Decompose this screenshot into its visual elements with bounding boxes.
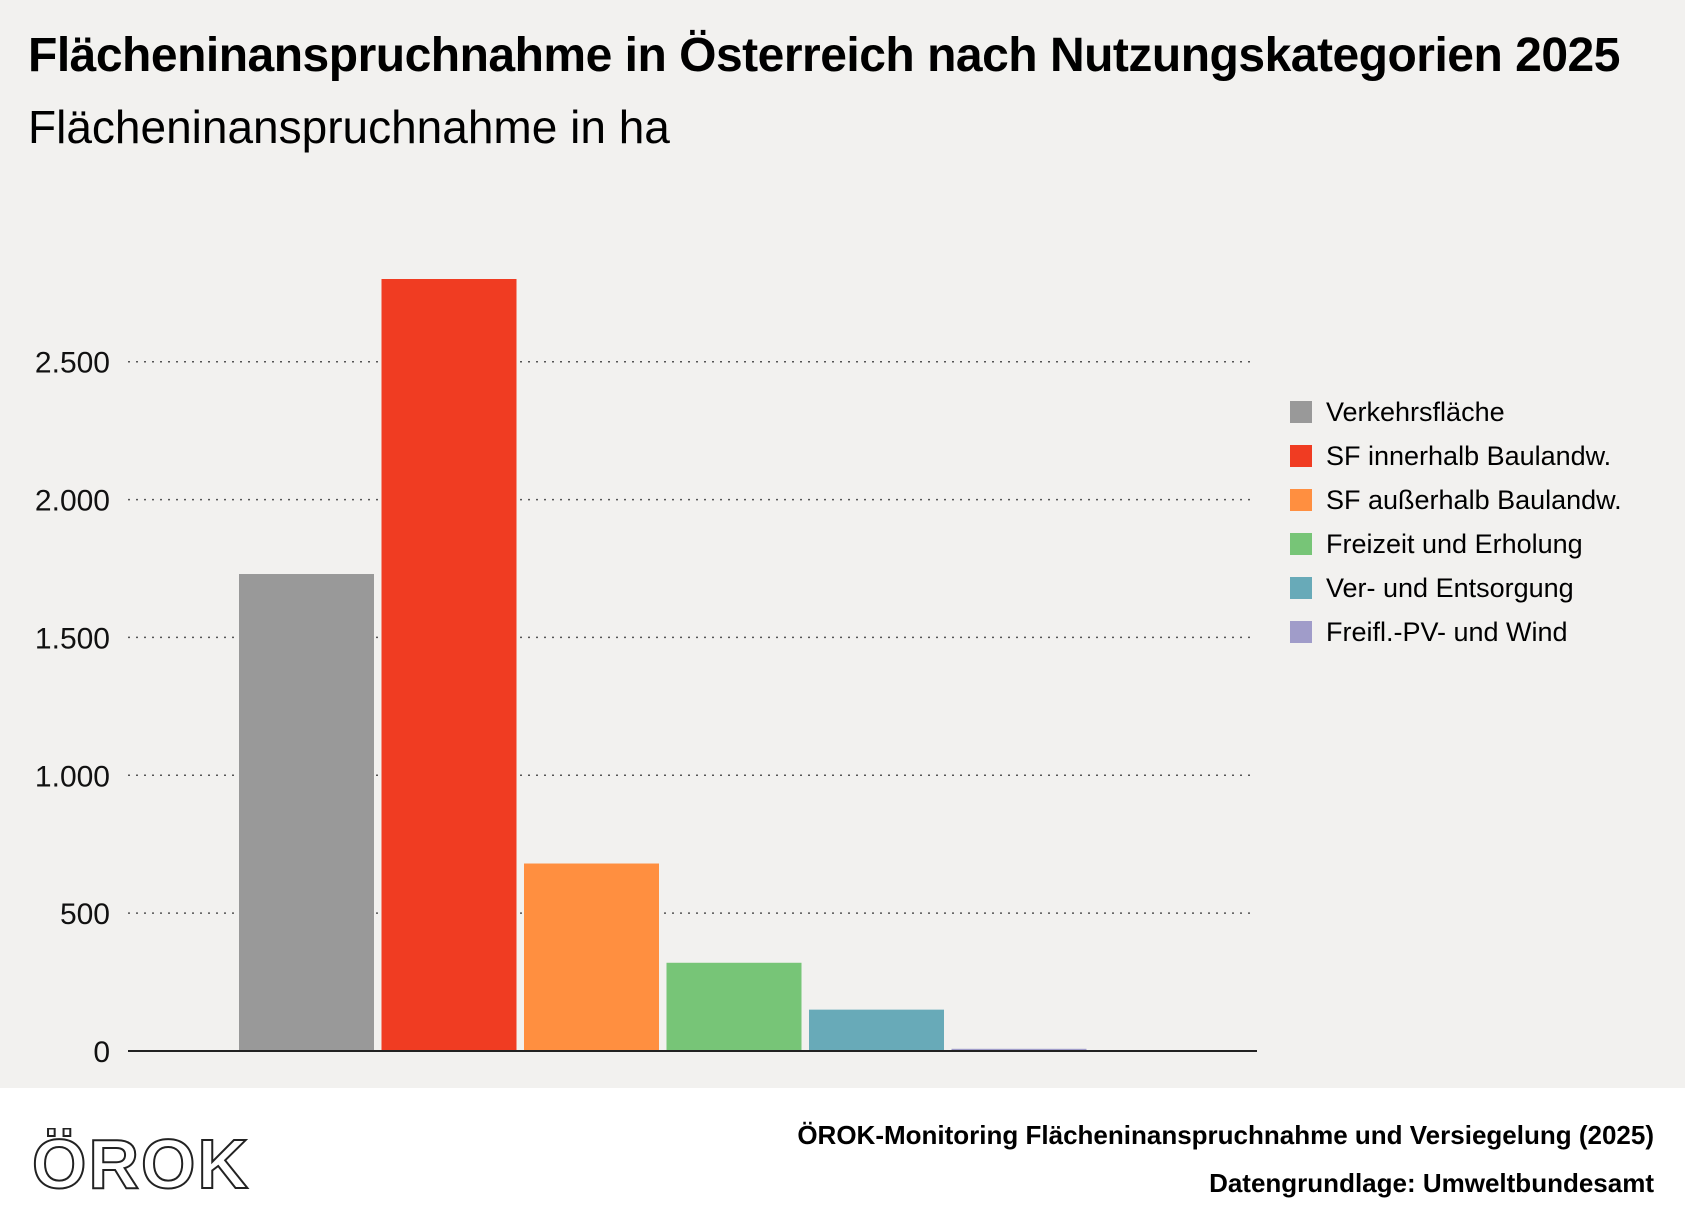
legend-swatch <box>1290 489 1312 511</box>
y-tick-label: 0 <box>93 1036 110 1069</box>
y-tick-label: 1.000 <box>35 760 110 793</box>
bar-2 <box>381 279 517 1051</box>
chart-subtitle: Flächeninanspruchnahme in ha <box>28 101 670 153</box>
legend-item: Freizeit und Erholung <box>1290 522 1622 566</box>
legend-item: SF innerhalb Baulandw. <box>1290 434 1622 478</box>
chart-title: Flächeninanspruchnahme in Österreich nac… <box>28 29 1620 82</box>
y-axis-tick-labels: 0 500 1.000 1.500 2.000 2.500 <box>35 347 110 1069</box>
legend-label: Freizeit und Erholung <box>1326 528 1583 559</box>
legend-label: SF außerhalb Baulandw. <box>1326 484 1622 515</box>
legend-swatch <box>1290 445 1312 467</box>
bar-4 <box>666 962 802 1051</box>
bar-3 <box>524 863 659 1051</box>
footer: ÖROK ÖROK-Monitoring Flächeninanspruchna… <box>0 1088 1685 1229</box>
legend-item: Ver- und Entsorgung <box>1290 566 1622 610</box>
y-tick-label: 1.500 <box>35 622 110 655</box>
chart-area: Flächeninanspruchnahme in Österreich nac… <box>0 0 1685 1088</box>
legend-item: SF außerhalb Baulandw. <box>1290 478 1622 522</box>
legend-swatch <box>1290 401 1312 423</box>
data-basis-note: Datengrundlage: Umweltbundesamt <box>1209 1168 1654 1198</box>
legend-swatch <box>1290 533 1312 555</box>
bar-chart-plot: 0 500 1.000 1.500 2.000 2.500 <box>35 279 1257 1069</box>
legend-item: Verkehrsfläche <box>1290 390 1622 434</box>
bar-1 <box>239 574 374 1051</box>
legend-item: Freifl.-PV- und Wind <box>1290 610 1622 654</box>
legend: Verkehrsfläche SF innerhalb Baulandw. SF a… <box>1290 390 1622 654</box>
bar-5 <box>809 1009 944 1051</box>
svg-text:ÖROK: ÖROK <box>32 1128 250 1198</box>
bar-6 <box>951 1048 1087 1051</box>
oerok-logo: ÖROK <box>32 1128 250 1198</box>
legend-swatch <box>1290 577 1312 599</box>
bars <box>239 279 1087 1051</box>
legend-label: Verkehrsfläche <box>1326 396 1505 427</box>
y-tick-label: 2.000 <box>35 485 110 518</box>
legend-swatch <box>1290 621 1312 643</box>
legend-label: Ver- und Entsorgung <box>1326 572 1574 603</box>
legend-label: SF innerhalb Baulandw. <box>1326 440 1612 471</box>
y-tick-label: 2.500 <box>35 347 110 380</box>
source-note: ÖROK-Monitoring Flächeninanspruchnahme u… <box>797 1120 1654 1150</box>
y-tick-label: 500 <box>60 898 110 931</box>
legend-label: Freifl.-PV- und Wind <box>1326 616 1568 647</box>
